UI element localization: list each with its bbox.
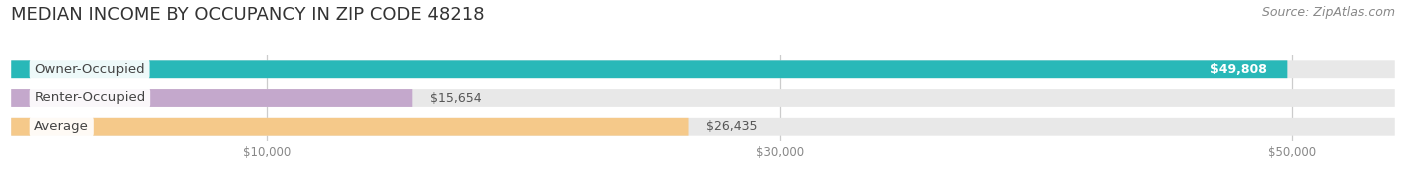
- FancyBboxPatch shape: [11, 118, 689, 136]
- Text: $49,808: $49,808: [1211, 63, 1267, 76]
- FancyBboxPatch shape: [11, 118, 1395, 136]
- Text: $15,654: $15,654: [430, 92, 482, 104]
- FancyBboxPatch shape: [11, 89, 1395, 107]
- Text: Owner-Occupied: Owner-Occupied: [34, 63, 145, 76]
- Text: Average: Average: [34, 120, 89, 133]
- Text: Renter-Occupied: Renter-Occupied: [34, 92, 146, 104]
- FancyBboxPatch shape: [11, 89, 412, 107]
- FancyBboxPatch shape: [11, 60, 1395, 78]
- Text: $26,435: $26,435: [706, 120, 758, 133]
- Text: MEDIAN INCOME BY OCCUPANCY IN ZIP CODE 48218: MEDIAN INCOME BY OCCUPANCY IN ZIP CODE 4…: [11, 6, 485, 24]
- Text: Source: ZipAtlas.com: Source: ZipAtlas.com: [1261, 6, 1395, 19]
- FancyBboxPatch shape: [11, 60, 1288, 78]
